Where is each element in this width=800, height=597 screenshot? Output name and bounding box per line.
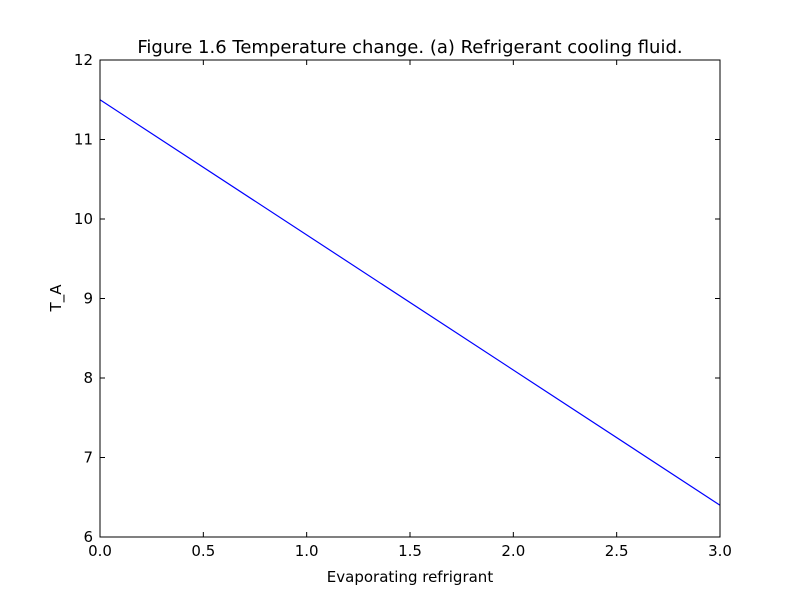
x-tick-label: 3.0: [708, 542, 732, 560]
plot-frame: [99, 59, 721, 538]
x-tick-label: 1.5: [398, 542, 422, 560]
y-tick-label: 10: [74, 210, 93, 228]
y-tick-label: 12: [74, 51, 93, 69]
x-tick-label: 2.0: [501, 542, 525, 560]
chart-title: Figure 1.6 Temperature change. (a) Refri…: [137, 37, 682, 58]
x-tick-label: 0.0: [88, 542, 112, 560]
y-tick-label: 7: [83, 449, 93, 467]
x-axis-label: Evaporating refrigrant: [327, 568, 494, 586]
y-tick-label: 9: [83, 290, 93, 308]
x-tick-label: 2.5: [605, 542, 629, 560]
series-line: [99, 99, 721, 506]
y-tick-label: 6: [83, 528, 93, 546]
y-axis-label: T_A: [47, 284, 66, 313]
y-tick-label: 8: [83, 369, 93, 387]
x-tick-label: 1.0: [295, 542, 319, 560]
x-axis: 0.0 0.5 1.0 1.5 2.0 2.5 3.0: [88, 60, 732, 560]
x-tick-label: 0.5: [191, 542, 215, 560]
y-tick-label: 11: [74, 131, 93, 149]
y-axis: 6 7 8 9 10 11 12: [74, 51, 720, 546]
plot-area: [99, 99, 721, 506]
